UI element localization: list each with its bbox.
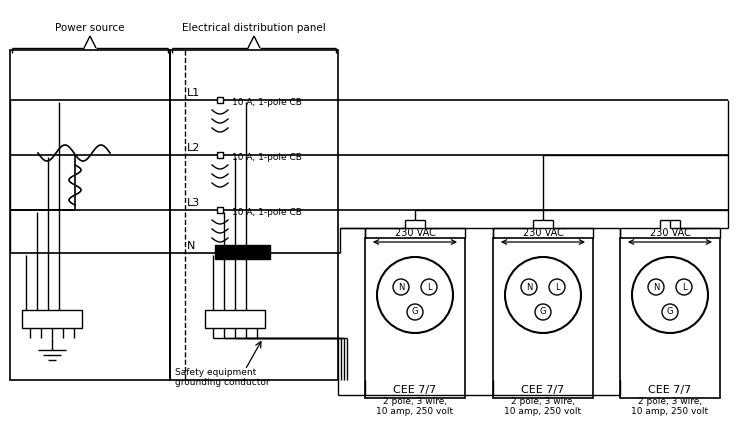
Circle shape [407,304,423,320]
Bar [217,207,223,213]
Circle shape [535,304,551,320]
Circle shape [377,257,453,333]
Text: G: G [411,308,418,317]
Text: 2 pole, 3 wire,
10 amp, 250 volt: 2 pole, 3 wire, 10 amp, 250 volt [631,397,709,416]
Text: CEE 7/7: CEE 7/7 [522,385,565,395]
Text: 230 VAC: 230 VAC [394,228,435,238]
Bar [215,245,270,259]
Circle shape [393,279,409,295]
Text: L3: L3 [187,198,201,208]
Circle shape [648,279,664,295]
Bar [620,238,720,398]
Text: Electrical distribution panel: Electrical distribution panel [182,23,326,33]
Text: 230 VAC: 230 VAC [522,228,563,238]
Text: L: L [427,282,431,292]
Circle shape [521,279,537,295]
Text: Safety equipment
grounding conductor: Safety equipment grounding conductor [175,368,269,388]
Bar [493,238,593,398]
Bar [22,310,82,328]
Text: N: N [187,241,195,251]
Text: 230 VAC: 230 VAC [650,228,690,238]
Text: G: G [539,308,546,317]
Text: 10 A, 1-pole CB: 10 A, 1-pole CB [232,98,302,107]
Bar [205,310,265,328]
Circle shape [662,304,678,320]
Bar [170,50,338,380]
Bar [217,97,223,103]
Circle shape [549,279,565,295]
Circle shape [676,279,692,295]
Text: 10 A, 1-pole CB: 10 A, 1-pole CB [232,207,302,217]
Text: N: N [526,282,532,292]
Text: L1: L1 [187,88,201,98]
Text: 10 A, 1-pole CB: 10 A, 1-pole CB [232,152,302,162]
Circle shape [421,279,437,295]
Text: Power source: Power source [56,23,125,33]
Bar [365,238,465,398]
Text: L2: L2 [187,143,201,153]
Text: N: N [398,282,404,292]
Circle shape [505,257,581,333]
Text: CEE 7/7: CEE 7/7 [648,385,692,395]
Text: L: L [682,282,686,292]
Text: L: L [555,282,559,292]
Text: CEE 7/7: CEE 7/7 [394,385,437,395]
Bar [10,50,170,380]
Circle shape [632,257,708,333]
Bar [217,152,223,158]
Text: 2 pole, 3 wire,
10 amp, 250 volt: 2 pole, 3 wire, 10 amp, 250 volt [377,397,454,416]
Text: G: G [667,308,673,317]
Text: 2 pole, 3 wire,
10 amp, 250 volt: 2 pole, 3 wire, 10 amp, 250 volt [505,397,582,416]
Text: N: N [653,282,659,292]
